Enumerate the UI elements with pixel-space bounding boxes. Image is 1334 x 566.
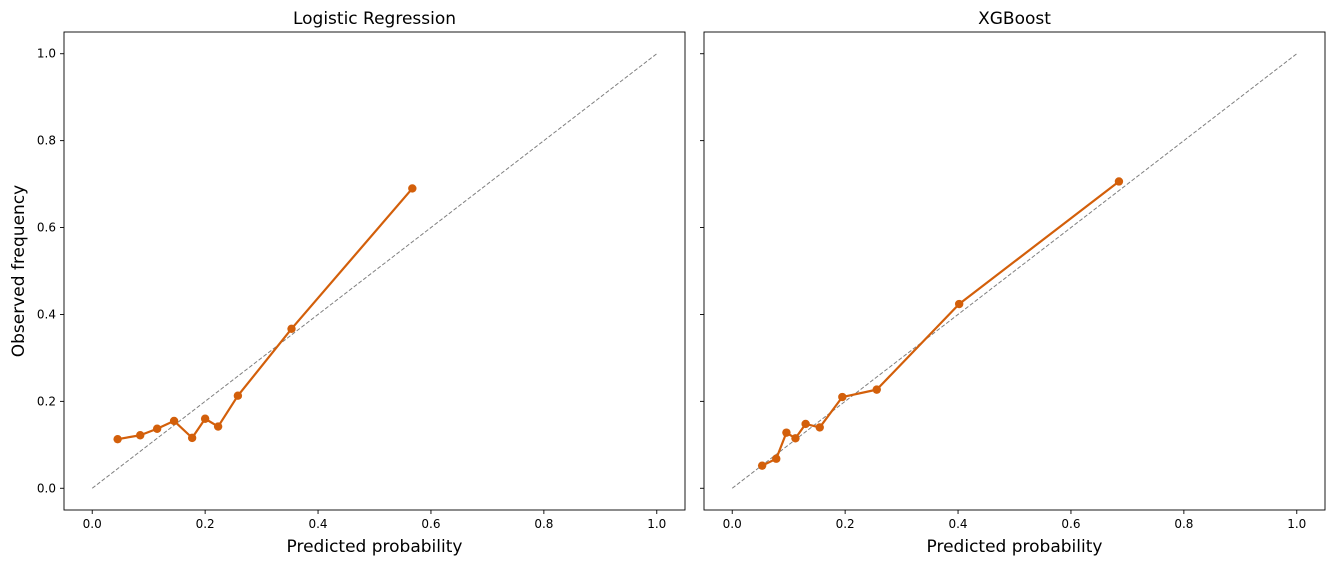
data-point: [233, 391, 243, 400]
x-tick-label: 0.0: [83, 517, 102, 531]
data-point: [213, 422, 223, 431]
y-tick-label: 0.6: [37, 221, 56, 235]
y-tick-label: 0.4: [37, 307, 56, 321]
series-line: [117, 187, 414, 441]
plot-area: 0.0 0.2 0.4 0.6 0.8 1.0: [700, 31, 1326, 531]
data-point: [772, 454, 781, 463]
x-tick-label: 0.6: [1061, 517, 1080, 531]
data-point: [200, 414, 210, 423]
reference-line: [731, 53, 1298, 489]
series-line: [761, 180, 1120, 467]
x-tick-label: 0.6: [421, 517, 440, 531]
x-tick-label: 0.2: [196, 517, 215, 531]
x-tick-label: 0.8: [534, 517, 553, 531]
plot-area: 0.0 0.2 0.4 0.6 0.8 1.0 0.0 0.2 0.4 0.6 0.8 1.0: [37, 31, 686, 531]
data-point: [152, 424, 162, 433]
data-point: [757, 461, 767, 470]
data-point: [408, 184, 417, 193]
data-point: [187, 433, 197, 443]
panel-title: XGBoost: [978, 9, 1051, 29]
calibration-panel-xgboost: XGBoost 0.0 0.2 0.4 0.6 0.8 1.0 Predicted pro…: [700, 9, 1326, 557]
y-tick-label: 0.8: [37, 134, 56, 148]
data-point: [801, 419, 810, 429]
x-tick-label: 0.2: [836, 517, 855, 531]
axes-frame: [703, 31, 1326, 511]
data-point: [1114, 177, 1124, 186]
data-point: [815, 423, 824, 432]
data-point: [838, 392, 847, 402]
data-point: [872, 385, 881, 394]
axes-frame: [63, 31, 686, 511]
x-tick-label: 1.0: [1287, 517, 1306, 531]
y-tick-label: 0.0: [37, 481, 56, 495]
calibration-panel-logistic-regression: Logistic Regression 0.0 0.2 0.4 0.6 0.8 1.00.…: [37, 9, 686, 557]
x-tick-label: 0.0: [723, 517, 742, 531]
data-point: [169, 416, 179, 426]
x-axis-label: Predicted probability: [287, 537, 463, 557]
data-point: [954, 299, 964, 309]
x-axis-label: Predicted probability: [927, 537, 1103, 557]
x-tick-label: 0.4: [948, 517, 967, 531]
data-point: [287, 324, 296, 333]
data-point: [113, 434, 122, 444]
x-tick-label: 0.4: [308, 517, 327, 531]
x-tick-label: 0.8: [1174, 517, 1193, 531]
data-point: [782, 428, 791, 437]
y-tick-label: 0.2: [37, 394, 56, 408]
shared-y-axis-label: Observed frequency: [9, 185, 29, 357]
y-tick-label: 1.0: [37, 47, 56, 61]
data-point: [791, 434, 800, 443]
x-tick-label: 1.0: [647, 517, 666, 531]
reference-line: [91, 53, 658, 489]
panel-title: Logistic Regression: [293, 9, 456, 29]
data-point: [136, 431, 145, 440]
